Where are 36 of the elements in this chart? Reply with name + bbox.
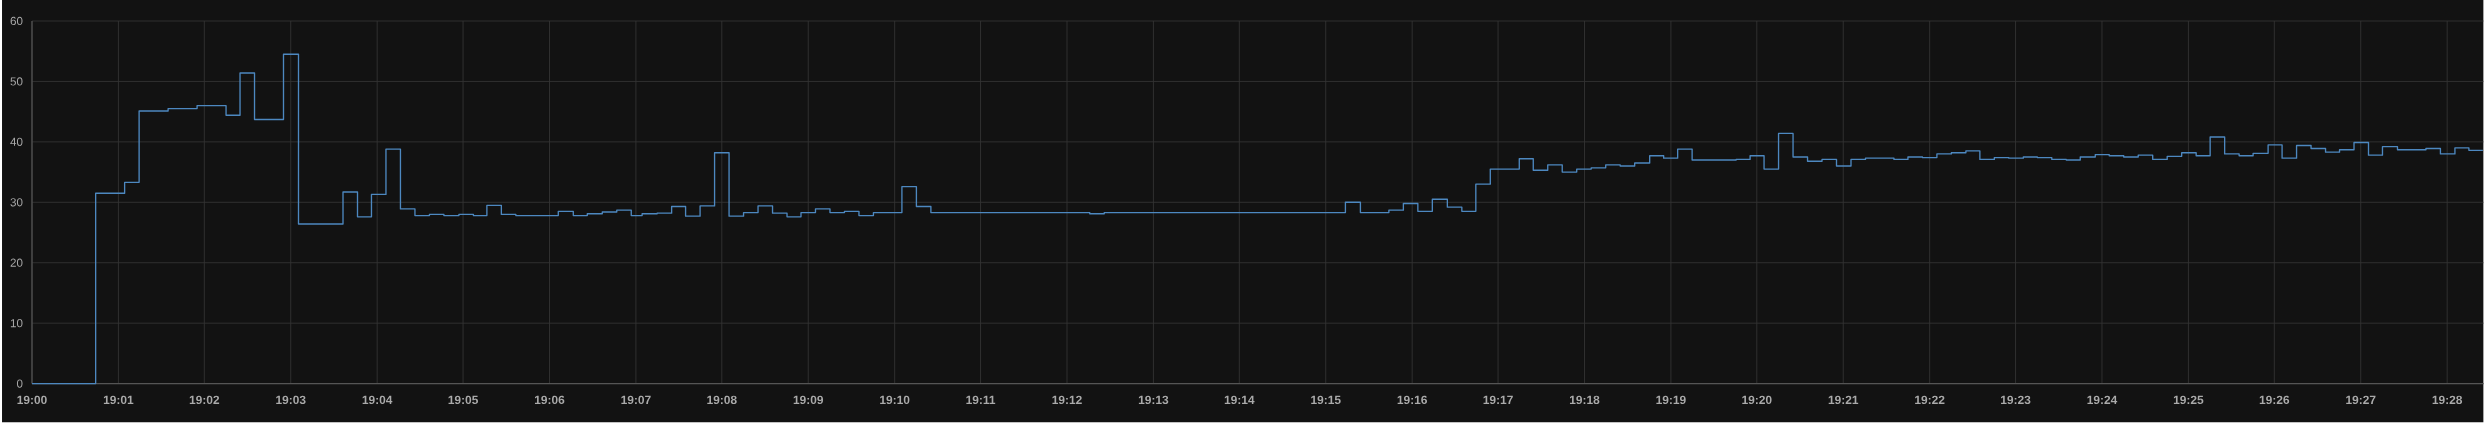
- x-tick-label: 19:27: [2346, 395, 2376, 405]
- x-tick-label: 19:01: [103, 395, 134, 405]
- x-tick-label: 19:22: [1915, 395, 1945, 405]
- y-tick-label: 20: [10, 258, 23, 268]
- x-tick-label: 19:14: [1224, 395, 1255, 405]
- x-tick-label: 19:15: [1311, 395, 1341, 405]
- x-tick-label: 19:19: [1656, 395, 1686, 405]
- x-tick-label: 19:25: [2173, 395, 2204, 405]
- x-tick-label: 19:18: [1569, 395, 1600, 405]
- y-tick-label: 30: [10, 198, 23, 207]
- x-tick-label: 19:24: [2087, 395, 2118, 405]
- x-tick-label: 19:26: [2259, 395, 2290, 405]
- x-tick-label: 19:13: [1138, 395, 1169, 405]
- y-tick-label: 10: [10, 319, 23, 328]
- x-tick-label: 19:02: [189, 395, 220, 405]
- x-tick-label: 19:11: [966, 395, 996, 405]
- x-tick-label: 19:20: [1742, 395, 1772, 405]
- x-tick-label: 19:04: [362, 395, 393, 405]
- x-tick-label: 19:10: [880, 395, 910, 405]
- y-tick-label: 0: [16, 379, 23, 388]
- x-tick-label: 19:17: [1483, 395, 1513, 405]
- x-tick-label: 19:28: [2432, 395, 2463, 405]
- x-tick-label: 19:00: [17, 395, 47, 405]
- x-tick-label: 19:08: [707, 395, 737, 405]
- x-tick-label: 19:16: [1397, 395, 1428, 405]
- x-tick-label: 19:09: [793, 395, 824, 405]
- x-tick-label: 19:06: [534, 395, 565, 405]
- x-tick-label: 19:21: [1828, 395, 1859, 405]
- x-tick-label: 19:05: [448, 395, 479, 405]
- y-tick-label: 40: [10, 137, 23, 147]
- x-tick-label: 19:23: [2001, 395, 2031, 405]
- x-tick-label: 19:07: [621, 395, 651, 405]
- x-tick-label: 19:03: [276, 395, 306, 405]
- x-tick-label: 19:12: [1052, 395, 1082, 405]
- y-tick-label: 50: [10, 77, 23, 86]
- y-tick-label: 60: [10, 17, 23, 26]
